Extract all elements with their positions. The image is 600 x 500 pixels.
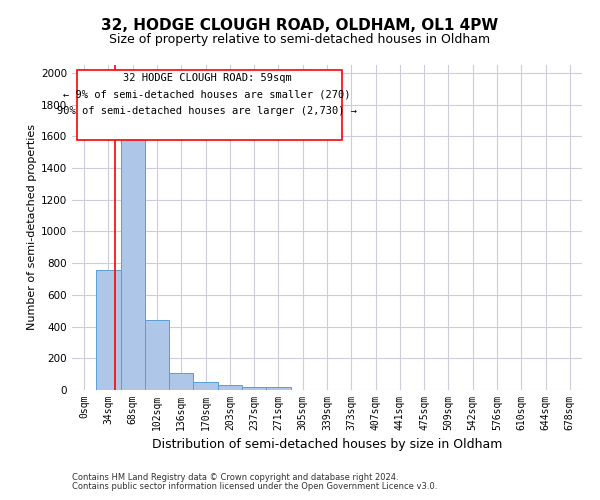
Text: 90% of semi-detached houses are larger (2,730) →: 90% of semi-detached houses are larger (…	[57, 106, 357, 116]
Text: 32 HODGE CLOUGH ROAD: 59sqm: 32 HODGE CLOUGH ROAD: 59sqm	[123, 73, 292, 83]
Bar	[218, 385, 242, 390]
Text: Contains HM Land Registry data © Crown copyright and database right 2024.: Contains HM Land Registry data © Crown c…	[72, 474, 398, 482]
Bar	[266, 387, 290, 390]
Y-axis label: Number of semi-detached properties: Number of semi-detached properties	[27, 124, 37, 330]
Text: ← 9% of semi-detached houses are smaller (270): ← 9% of semi-detached houses are smaller…	[64, 90, 351, 100]
FancyBboxPatch shape	[77, 70, 342, 140]
Bar	[121, 132, 145, 390]
Text: 32, HODGE CLOUGH ROAD, OLDHAM, OL1 4PW: 32, HODGE CLOUGH ROAD, OLDHAM, OL1 4PW	[101, 18, 499, 32]
Bar	[145, 320, 169, 390]
Bar	[242, 387, 266, 390]
Bar	[193, 382, 218, 390]
Text: Size of property relative to semi-detached houses in Oldham: Size of property relative to semi-detach…	[109, 32, 491, 46]
Bar	[96, 270, 121, 390]
Text: Contains public sector information licensed under the Open Government Licence v3: Contains public sector information licen…	[72, 482, 437, 491]
Bar	[169, 372, 193, 390]
X-axis label: Distribution of semi-detached houses by size in Oldham: Distribution of semi-detached houses by …	[152, 438, 502, 452]
